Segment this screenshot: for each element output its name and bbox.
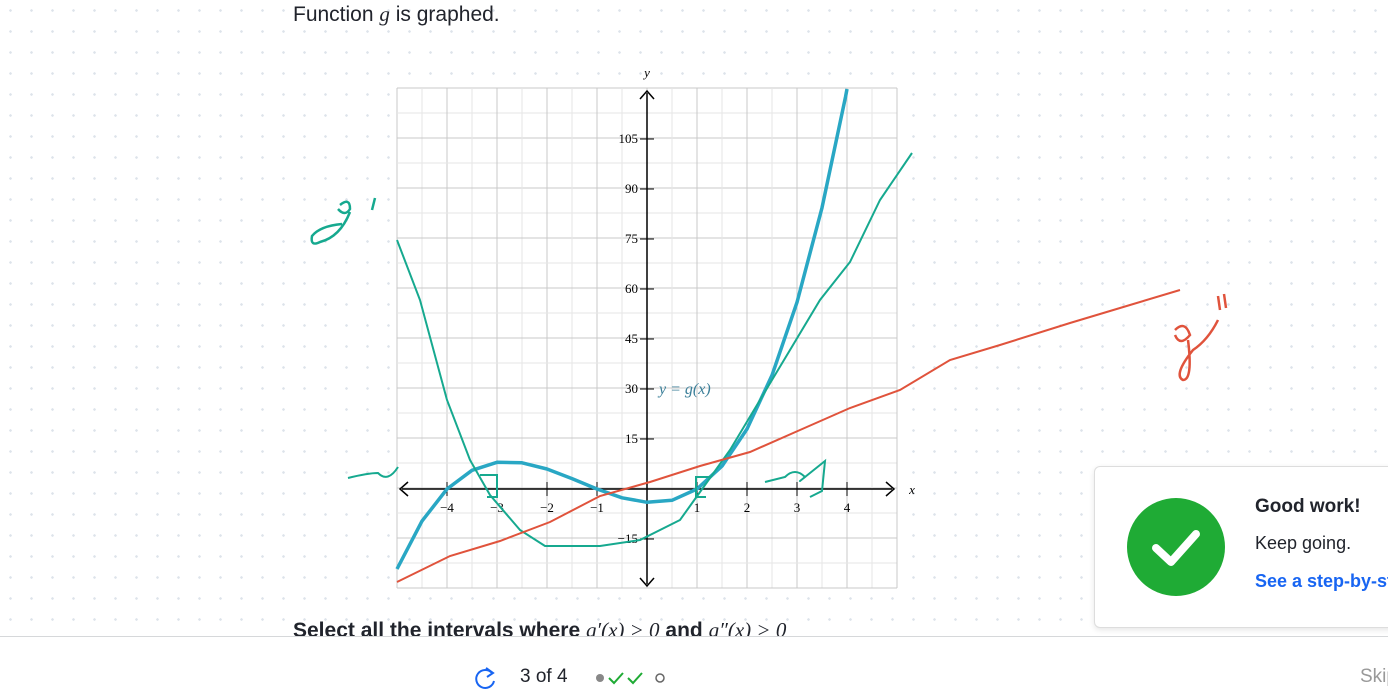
prompt-text: Function [293,3,374,26]
x-axis-label: x [908,482,915,497]
prompt: Function g is graphed. [293,2,500,27]
y-tick-label: 75 [625,231,638,246]
x-tick-label: −2 [540,500,554,515]
grid [396,87,898,589]
curve-label: y = g(x) [657,381,711,398]
prompt-text: is graphed. [395,3,500,26]
toast-link[interactable]: See a step-by-step solution [1255,571,1388,591]
toast-title: Good work! [1255,496,1361,517]
y-tick-label: 90 [625,181,638,196]
skip-button[interactable]: Skip [1360,666,1388,687]
x-tick-label: 4 [844,500,851,515]
x-tick-label: 2 [744,500,751,515]
progress: 3 of 4 [520,666,568,687]
retry-icon[interactable] [472,665,498,691]
x-tick-label: −4 [440,500,454,515]
x-tick-label: 3 [794,500,801,515]
toast-message: Keep going. [1255,533,1352,553]
y-tick-label: 105 [619,131,639,146]
prompt-var: g [379,2,390,26]
y-tick-label: 30 [625,381,638,396]
note-g-prime [310,197,377,245]
axis-arrows [398,89,896,588]
x-tick-label: 1 [694,500,701,515]
progress-dots [596,672,665,685]
y-tick-label: 15 [625,431,638,446]
check-icon [1127,498,1225,596]
y-axis-label: y [642,65,650,80]
x-tick-label: −3 [490,500,504,515]
handwritten-derivative [396,152,913,547]
y-tick-label: 60 [625,281,638,296]
x-tick-label: −1 [590,500,604,515]
footer: 3 of 4 Skip [0,636,1388,691]
note-brackets [347,458,827,498]
handwritten-second-derivative [396,289,1181,583]
note-g-double-prime [1173,293,1228,382]
toast: Good work! Keep going. See a step-by-ste… [1094,466,1388,628]
y-tick-label: 45 [625,331,638,346]
